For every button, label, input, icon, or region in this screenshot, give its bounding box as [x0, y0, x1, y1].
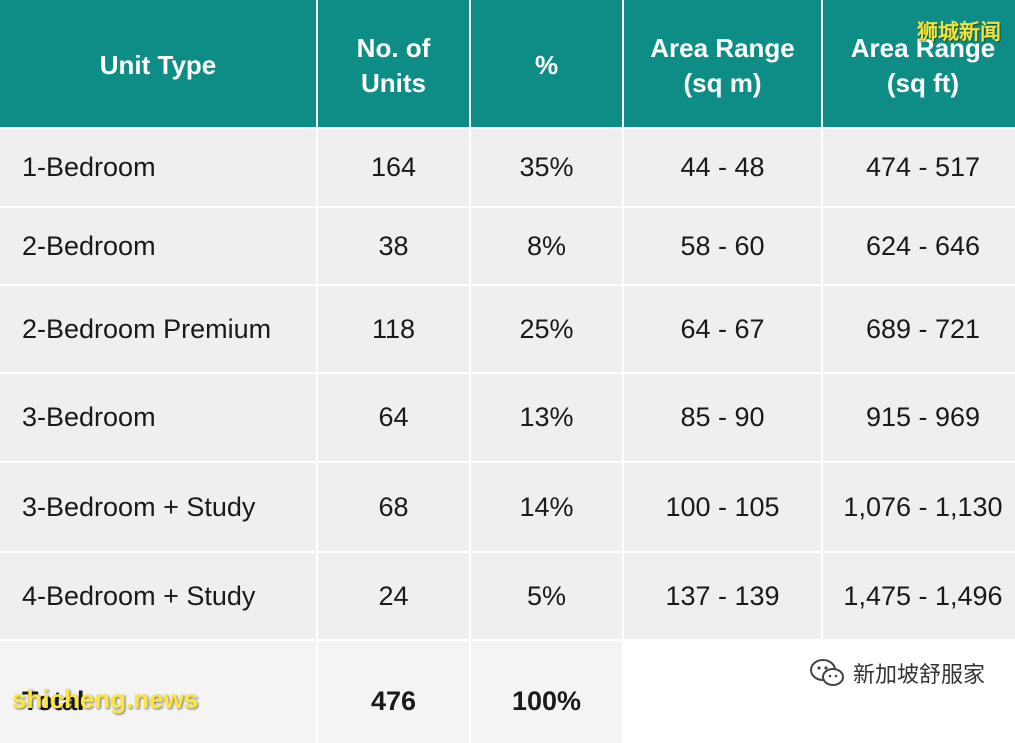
units-cell: 118: [318, 286, 469, 372]
percent-cell: 13%: [471, 374, 622, 461]
area-sqm-cell: 100 - 105: [624, 463, 821, 551]
header-area-sqm: Area Range (sq m): [624, 0, 821, 127]
units-cell: 68: [318, 463, 469, 551]
area-sqft-cell: 1,475 - 1,496: [823, 553, 1015, 639]
unit-type-cell: 2-Bedroom: [0, 208, 316, 284]
unit-type-cell: 3-Bedroom: [0, 374, 316, 461]
total-area-sqm: [624, 641, 821, 743]
area-sqm-cell: 64 - 67: [624, 286, 821, 372]
watermark-top-right: 狮城新闻: [917, 21, 1001, 44]
header-line: (sq ft): [886, 67, 960, 98]
units-cell: 164: [318, 129, 469, 206]
header-unit-type: Unit Type: [0, 0, 316, 127]
header-line: Area Range: [850, 32, 996, 63]
wechat-icon: [809, 658, 845, 688]
area-sqm-cell: 85 - 90: [624, 374, 821, 461]
area-sqft-cell: 1,076 - 1,130: [823, 463, 1015, 551]
percent-cell: 8%: [471, 208, 622, 284]
area-sqft-cell: 689 - 721: [823, 286, 1015, 372]
brand-watermark: 新加坡舒服家: [809, 657, 985, 689]
percent-cell: 35%: [471, 129, 622, 206]
percent-cell: 14%: [471, 463, 622, 551]
area-sqft-cell: 624 - 646: [823, 208, 1015, 284]
area-sqft-cell: 474 - 517: [823, 129, 1015, 206]
area-sqm-cell: 58 - 60: [624, 208, 821, 284]
area-sqm-cell: 137 - 139: [624, 553, 821, 639]
units-cell: 38: [318, 208, 469, 284]
header-line: Unit Type: [99, 50, 217, 80]
total-percent: 100%: [471, 641, 622, 743]
unit-type-cell: 3-Bedroom + Study: [0, 463, 316, 551]
total-units: 476: [318, 641, 469, 743]
area-sqft-cell: 915 - 969: [823, 374, 1015, 461]
units-cell: 24: [318, 553, 469, 639]
units-cell: 64: [318, 374, 469, 461]
unit-type-cell: 2-Bedroom Premium: [0, 286, 316, 372]
header-line: %: [534, 50, 559, 80]
area-sqm-cell: 44 - 48: [624, 129, 821, 206]
unit-type-cell: 4-Bedroom + Study: [0, 553, 316, 639]
header-percent: %: [471, 0, 622, 127]
header-line: No. of: [356, 32, 431, 63]
header-no-of-units: No. of Units: [318, 0, 469, 127]
percent-cell: 5%: [471, 553, 622, 639]
header-line: Area Range: [650, 32, 795, 63]
unit-type-cell: 1-Bedroom: [0, 129, 316, 206]
brand-text: 新加坡舒服家: [852, 662, 985, 687]
header-line: (sq m): [683, 67, 762, 98]
header-line: Units: [361, 67, 426, 98]
percent-cell: 25%: [471, 286, 622, 372]
watermark-bottom-left: shicheng.news: [12, 684, 199, 714]
header-area-sqft: Area Range (sq ft): [823, 0, 1015, 127]
